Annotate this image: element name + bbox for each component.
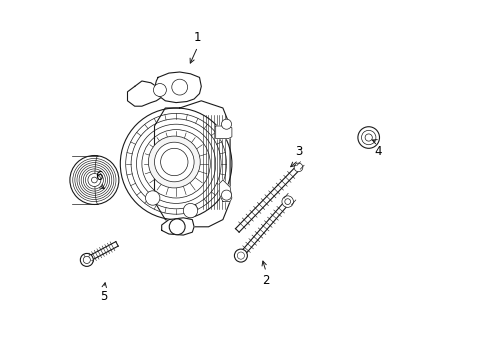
Circle shape	[171, 79, 187, 95]
Circle shape	[282, 196, 293, 207]
Polygon shape	[219, 180, 231, 202]
Ellipse shape	[93, 156, 99, 204]
Circle shape	[365, 134, 371, 141]
Circle shape	[160, 148, 187, 176]
Circle shape	[154, 142, 194, 182]
Circle shape	[88, 174, 101, 186]
Circle shape	[80, 253, 93, 266]
Text: 1: 1	[194, 31, 201, 44]
Text: 3: 3	[294, 145, 302, 158]
Circle shape	[91, 177, 97, 183]
Circle shape	[221, 190, 231, 200]
Polygon shape	[162, 218, 194, 235]
Circle shape	[361, 130, 375, 145]
Text: 2: 2	[262, 274, 269, 287]
Circle shape	[357, 127, 379, 148]
Circle shape	[294, 163, 302, 172]
Circle shape	[70, 156, 119, 204]
Circle shape	[183, 203, 197, 218]
Polygon shape	[154, 72, 201, 103]
Polygon shape	[215, 126, 231, 139]
Circle shape	[168, 156, 183, 172]
Circle shape	[148, 136, 200, 188]
Polygon shape	[127, 81, 162, 106]
Circle shape	[145, 191, 160, 205]
Circle shape	[284, 199, 290, 204]
Circle shape	[153, 84, 166, 96]
Circle shape	[234, 249, 247, 262]
Text: 6: 6	[95, 170, 102, 183]
Circle shape	[221, 119, 231, 129]
Text: 4: 4	[373, 145, 381, 158]
Text: 5: 5	[100, 291, 107, 303]
Circle shape	[169, 219, 185, 235]
